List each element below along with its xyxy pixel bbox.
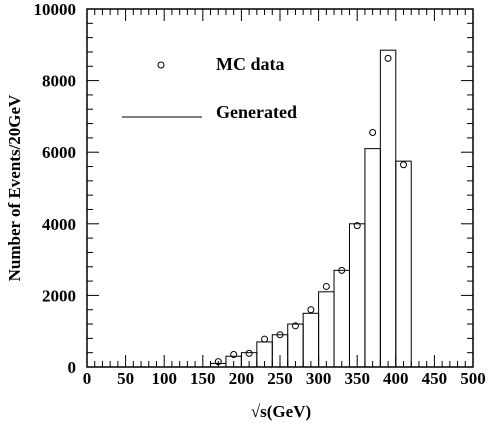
x-tick-label: 500 bbox=[460, 369, 486, 388]
legend-mc-data-label: MC data bbox=[216, 54, 285, 74]
x-tick-label: 350 bbox=[344, 369, 370, 388]
histogram-bin-5 bbox=[287, 323, 304, 368]
y-tick-label: 0 bbox=[68, 358, 77, 377]
y-tick-label: 8000 bbox=[42, 72, 76, 91]
x-axis-title: √s(GeV) bbox=[251, 402, 311, 421]
y-tick-label: 10000 bbox=[34, 0, 77, 19]
y-axis-title: Number of Events/20GeV bbox=[5, 94, 24, 281]
x-tick-label: 50 bbox=[117, 369, 134, 388]
x-axis-tick-labels: 0 50 100 150 200 250 300 350 400 450 500 bbox=[83, 369, 486, 388]
mc-data-point-7 bbox=[322, 282, 330, 290]
y-tick-label: 4000 bbox=[42, 215, 76, 234]
axis-ticks bbox=[86, 8, 474, 368]
histogram-bin-12 bbox=[395, 160, 412, 368]
mc-data-point-11 bbox=[384, 54, 392, 62]
x-tick-label: 150 bbox=[190, 369, 216, 388]
histogram-bin-9 bbox=[348, 223, 366, 368]
x-tick-label: 400 bbox=[383, 369, 409, 388]
y-axis-tick-labels: 0 2000 4000 6000 8000 10000 bbox=[34, 0, 77, 377]
legend: MC data Generated bbox=[122, 54, 297, 122]
x-tick-label: 0 bbox=[83, 369, 92, 388]
histogram-bin-11 bbox=[379, 49, 397, 368]
mc-data-point-5 bbox=[291, 322, 299, 330]
legend-generated-label: Generated bbox=[216, 102, 297, 122]
mc-data-markers bbox=[214, 54, 408, 366]
mc-data-point-1 bbox=[230, 350, 238, 358]
legend-mc-data-marker bbox=[157, 61, 165, 69]
histogram-bin-10 bbox=[364, 148, 381, 368]
mc-data-point-10 bbox=[369, 129, 377, 137]
mc-data-point-2 bbox=[245, 349, 253, 357]
mc-data-point-4 bbox=[276, 331, 284, 339]
mc-data-point-12 bbox=[400, 161, 408, 169]
x-tick-label: 200 bbox=[229, 369, 255, 388]
generated-histogram bbox=[210, 49, 412, 368]
histogram-bin-7 bbox=[318, 291, 335, 368]
histogram-bin-8 bbox=[333, 269, 350, 368]
mc-data-point-6 bbox=[307, 306, 315, 314]
mc-data-point-8 bbox=[338, 266, 346, 274]
histogram-bin-6 bbox=[302, 312, 320, 368]
x-tick-label: 450 bbox=[422, 369, 448, 388]
y-tick-label: 2000 bbox=[42, 286, 76, 305]
mc-data-point-3 bbox=[261, 335, 269, 343]
x-tick-label: 100 bbox=[151, 369, 177, 388]
x-tick-label: 300 bbox=[306, 369, 332, 388]
mc-data-point-9 bbox=[353, 222, 361, 230]
y-tick-label: 6000 bbox=[42, 143, 76, 162]
x-tick-label: 250 bbox=[267, 369, 293, 388]
